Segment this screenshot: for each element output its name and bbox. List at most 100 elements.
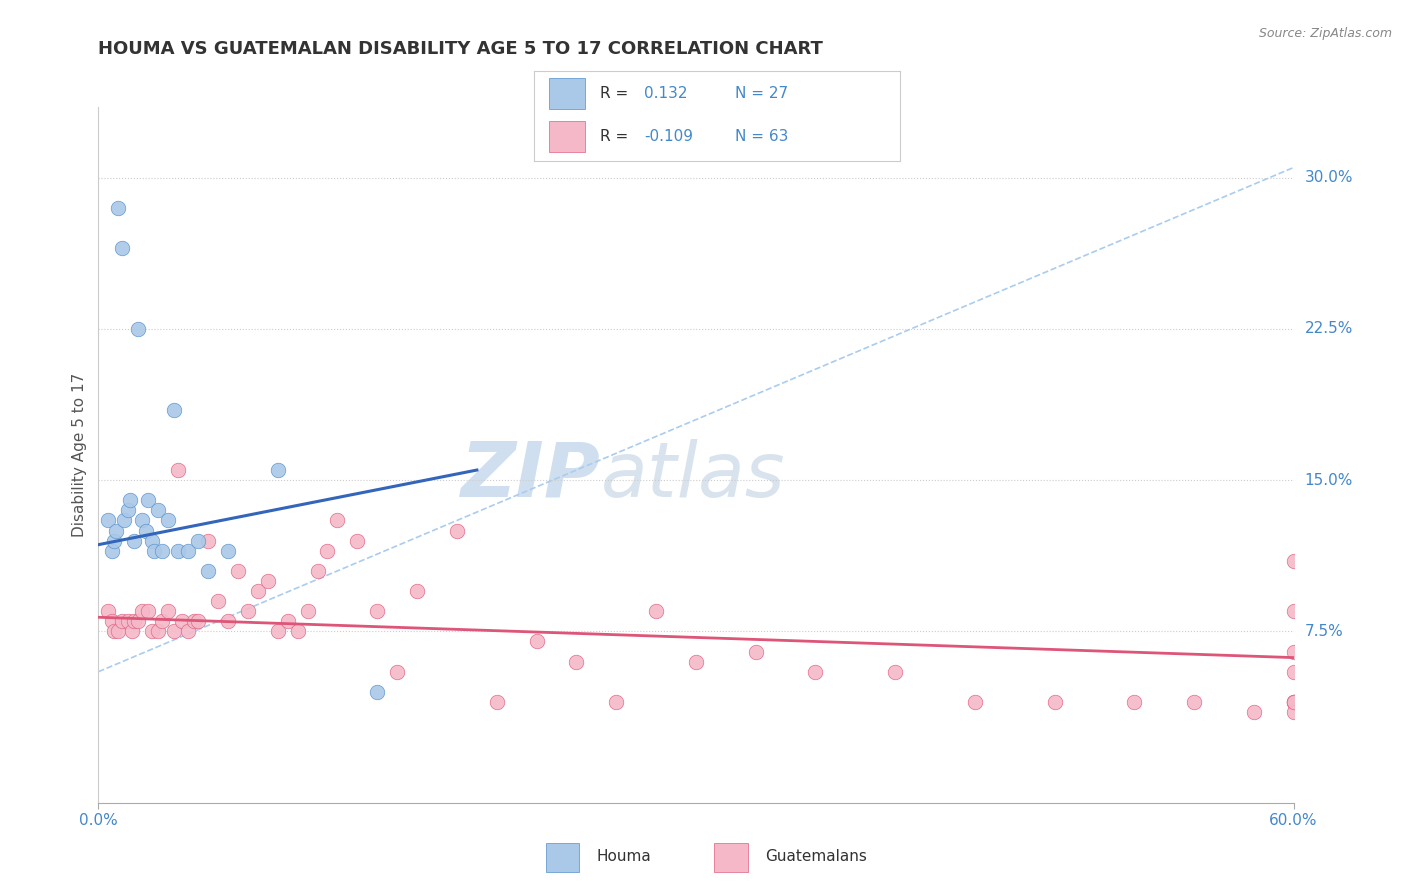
Point xyxy=(183,615,205,629)
Text: Houma: Houma xyxy=(596,849,651,863)
Text: R =: R = xyxy=(600,87,628,101)
Point xyxy=(120,493,142,508)
Point xyxy=(197,564,219,578)
Point xyxy=(685,655,707,669)
Point xyxy=(103,533,125,548)
Point xyxy=(131,513,153,527)
Point xyxy=(101,615,124,629)
Point xyxy=(131,604,153,618)
Y-axis label: Disability Age 5 to 17: Disability Age 5 to 17 xyxy=(72,373,87,537)
Text: N = 63: N = 63 xyxy=(735,129,789,144)
Text: R =: R = xyxy=(600,129,628,144)
Point xyxy=(256,574,278,588)
Point xyxy=(326,513,349,527)
Point xyxy=(526,634,548,648)
Point xyxy=(136,604,159,618)
Point xyxy=(124,533,146,548)
Point xyxy=(804,665,827,679)
Point xyxy=(111,241,134,255)
Point xyxy=(346,533,368,548)
Point xyxy=(117,503,139,517)
Text: 30.0%: 30.0% xyxy=(1305,170,1353,186)
Bar xyxy=(546,843,579,872)
Point xyxy=(1282,644,1305,658)
Point xyxy=(1282,604,1305,618)
Point xyxy=(963,695,986,709)
Text: ZIP: ZIP xyxy=(461,439,600,513)
Point xyxy=(127,615,149,629)
Point xyxy=(127,322,149,336)
Point xyxy=(157,513,180,527)
Point xyxy=(97,513,120,527)
Point xyxy=(141,533,163,548)
Point xyxy=(1282,705,1305,719)
Text: N = 27: N = 27 xyxy=(735,87,789,101)
Text: 22.5%: 22.5% xyxy=(1305,321,1353,336)
Point xyxy=(1282,554,1305,568)
Point xyxy=(136,493,159,508)
Point xyxy=(163,402,186,417)
Point xyxy=(124,615,146,629)
Point xyxy=(226,564,249,578)
Point xyxy=(150,615,173,629)
Point xyxy=(1282,665,1305,679)
Point xyxy=(267,624,290,639)
Point xyxy=(143,543,166,558)
Point xyxy=(103,624,125,639)
Text: atlas: atlas xyxy=(600,439,785,513)
Point xyxy=(107,624,129,639)
Point xyxy=(1123,695,1146,709)
Point xyxy=(148,624,170,639)
Point xyxy=(141,624,163,639)
Point xyxy=(97,604,120,618)
Point xyxy=(135,524,157,538)
Point xyxy=(101,543,124,558)
Point xyxy=(197,533,219,548)
Point xyxy=(645,604,668,618)
Point xyxy=(236,604,259,618)
Point xyxy=(167,543,190,558)
Point xyxy=(121,624,143,639)
Point xyxy=(605,695,627,709)
Text: 15.0%: 15.0% xyxy=(1305,473,1353,488)
Point xyxy=(148,503,170,517)
Point xyxy=(406,584,429,599)
Point xyxy=(884,665,907,679)
Point xyxy=(1282,695,1305,709)
Point xyxy=(385,665,409,679)
Point xyxy=(267,463,290,477)
Point xyxy=(1282,695,1305,709)
Point xyxy=(217,615,239,629)
Point xyxy=(150,543,173,558)
Point xyxy=(172,615,194,629)
Point xyxy=(446,524,468,538)
Text: -0.109: -0.109 xyxy=(644,129,693,144)
Point xyxy=(187,533,209,548)
Text: HOUMA VS GUATEMALAN DISABILITY AGE 5 TO 17 CORRELATION CHART: HOUMA VS GUATEMALAN DISABILITY AGE 5 TO … xyxy=(98,40,824,58)
Bar xyxy=(548,78,585,109)
Point xyxy=(1182,695,1205,709)
Point xyxy=(366,604,388,618)
Point xyxy=(117,615,139,629)
Point xyxy=(485,695,508,709)
Point xyxy=(1282,695,1305,709)
Point xyxy=(1043,695,1066,709)
Point xyxy=(163,624,186,639)
Point xyxy=(167,463,190,477)
Text: Guatemalans: Guatemalans xyxy=(765,849,866,863)
Point xyxy=(297,604,319,618)
Point xyxy=(107,201,129,215)
Point xyxy=(745,644,768,658)
Point xyxy=(111,615,134,629)
Point xyxy=(217,543,239,558)
Point xyxy=(277,615,299,629)
Point xyxy=(307,564,329,578)
Point xyxy=(246,584,269,599)
Text: 7.5%: 7.5% xyxy=(1305,624,1343,639)
Point xyxy=(177,624,200,639)
Text: 0.132: 0.132 xyxy=(644,87,688,101)
Point xyxy=(177,543,200,558)
Point xyxy=(565,655,588,669)
Point xyxy=(157,604,180,618)
Text: Source: ZipAtlas.com: Source: ZipAtlas.com xyxy=(1258,27,1392,40)
